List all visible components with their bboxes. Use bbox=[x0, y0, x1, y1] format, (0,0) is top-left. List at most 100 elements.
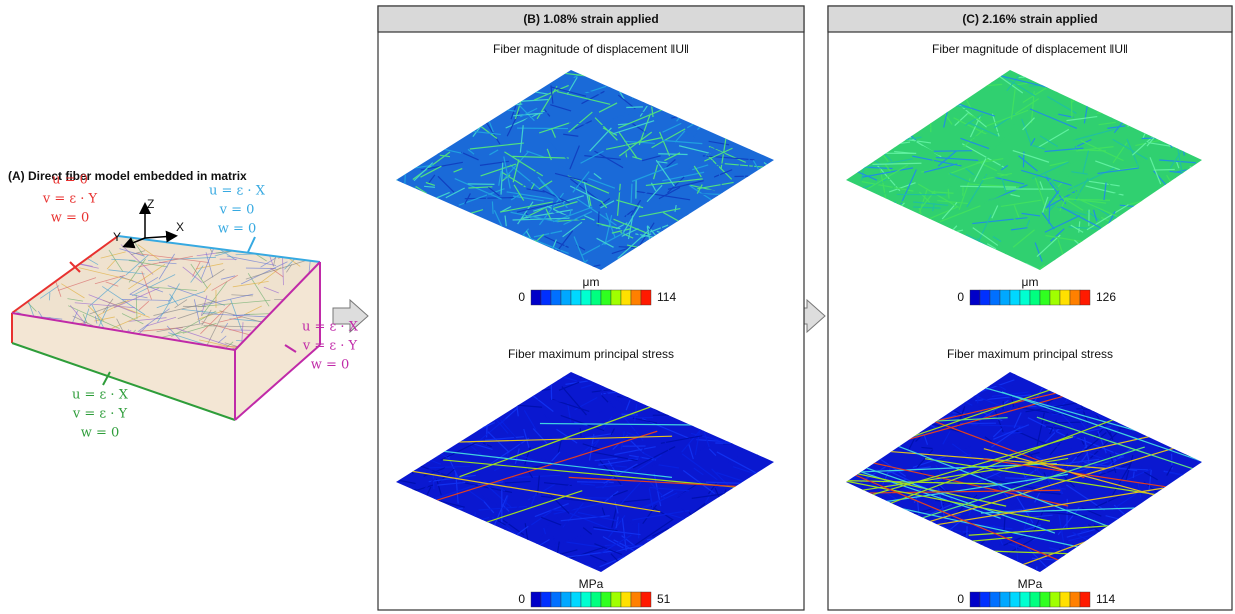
panel-header bbox=[377, 5, 805, 33]
fiber bbox=[717, 165, 724, 195]
colorbar-segment bbox=[630, 289, 642, 306]
fiber bbox=[581, 232, 625, 256]
fiber bbox=[568, 476, 774, 495]
fiber bbox=[399, 479, 416, 485]
fiber bbox=[550, 104, 572, 112]
fiber bbox=[413, 162, 434, 182]
fiber bbox=[620, 431, 625, 450]
fiber bbox=[201, 293, 254, 306]
fiber bbox=[710, 166, 718, 185]
fiber bbox=[1009, 451, 1040, 461]
fiber bbox=[464, 196, 517, 200]
fiber bbox=[578, 88, 612, 98]
fiber bbox=[972, 217, 1028, 225]
fiber bbox=[958, 178, 971, 210]
fiber bbox=[577, 511, 620, 522]
fiber bbox=[874, 168, 916, 187]
fiber bbox=[529, 492, 537, 509]
colorbar-min: 0 bbox=[518, 592, 525, 606]
fiber bbox=[641, 155, 661, 162]
fiber bbox=[12, 256, 25, 286]
colorbar-segment bbox=[1029, 289, 1041, 306]
fiber bbox=[234, 236, 262, 250]
fiber bbox=[1008, 138, 1023, 142]
colorbar-min: 0 bbox=[957, 290, 964, 304]
fiber bbox=[976, 158, 1004, 164]
fiber bbox=[182, 323, 217, 334]
fiber bbox=[943, 183, 963, 193]
fiber bbox=[138, 255, 193, 268]
fiber bbox=[24, 262, 60, 273]
fiber bbox=[231, 294, 253, 297]
fiber bbox=[919, 150, 952, 155]
fiber bbox=[580, 150, 604, 164]
fiber bbox=[458, 188, 505, 206]
fiber bbox=[1039, 135, 1059, 148]
fiber bbox=[1153, 168, 1175, 171]
fiber bbox=[601, 507, 606, 516]
colorbar-segment bbox=[979, 289, 991, 306]
fiber bbox=[539, 180, 554, 196]
fiber bbox=[519, 494, 534, 499]
fiber bbox=[645, 178, 703, 187]
fiber bbox=[1070, 544, 1081, 551]
fiber bbox=[88, 294, 136, 314]
fiber bbox=[684, 127, 700, 154]
fiber bbox=[662, 139, 703, 145]
colorbar-segment bbox=[620, 591, 632, 608]
fiber bbox=[600, 390, 616, 409]
fiber bbox=[941, 146, 955, 158]
axis-label: X bbox=[176, 220, 184, 234]
panel-title: (C) 2.16% strain applied bbox=[962, 12, 1097, 26]
fiber bbox=[470, 439, 484, 442]
fiber bbox=[648, 488, 654, 509]
fiber-mat bbox=[846, 70, 1202, 270]
fiber bbox=[1066, 174, 1085, 208]
fiber bbox=[1059, 196, 1067, 211]
fiber bbox=[983, 191, 988, 211]
fiber bbox=[702, 155, 755, 161]
slab bbox=[11, 202, 321, 421]
fiber bbox=[1051, 408, 1084, 416]
fiber bbox=[716, 451, 762, 477]
fiber bbox=[537, 457, 563, 465]
fiber bbox=[421, 467, 447, 493]
fiber bbox=[78, 267, 134, 282]
fiber bbox=[263, 286, 279, 294]
fiber bbox=[913, 206, 941, 209]
fiber bbox=[948, 514, 961, 517]
fiber bbox=[529, 463, 548, 469]
fiber bbox=[67, 305, 120, 329]
fiber bbox=[586, 224, 597, 229]
fiber bbox=[157, 296, 174, 323]
colorbar-segment bbox=[640, 591, 652, 608]
fiber bbox=[674, 204, 677, 212]
fiber bbox=[113, 287, 160, 309]
fiber bbox=[1088, 166, 1094, 176]
fiber bbox=[960, 185, 1016, 188]
fiber bbox=[240, 261, 288, 285]
fiber bbox=[1041, 196, 1049, 214]
fiber bbox=[533, 195, 584, 212]
fiber bbox=[1174, 169, 1187, 173]
fiber bbox=[1044, 419, 1081, 436]
fiber bbox=[220, 275, 236, 280]
fiber bbox=[963, 129, 984, 148]
fiber bbox=[1120, 166, 1139, 171]
fiber bbox=[120, 244, 154, 275]
fiber bbox=[618, 131, 638, 159]
fiber bbox=[550, 509, 567, 512]
fiber bbox=[195, 263, 224, 270]
fiber bbox=[595, 385, 626, 407]
fiber bbox=[497, 520, 506, 526]
fiber bbox=[1054, 198, 1111, 201]
fiber bbox=[651, 505, 673, 520]
fiber bbox=[177, 310, 203, 320]
fiber bbox=[506, 191, 554, 200]
fiber bbox=[106, 259, 116, 270]
fiber bbox=[550, 127, 557, 138]
fiber bbox=[121, 313, 144, 325]
fiber bbox=[503, 156, 511, 189]
fiber bbox=[111, 315, 142, 329]
fiber bbox=[182, 266, 203, 284]
